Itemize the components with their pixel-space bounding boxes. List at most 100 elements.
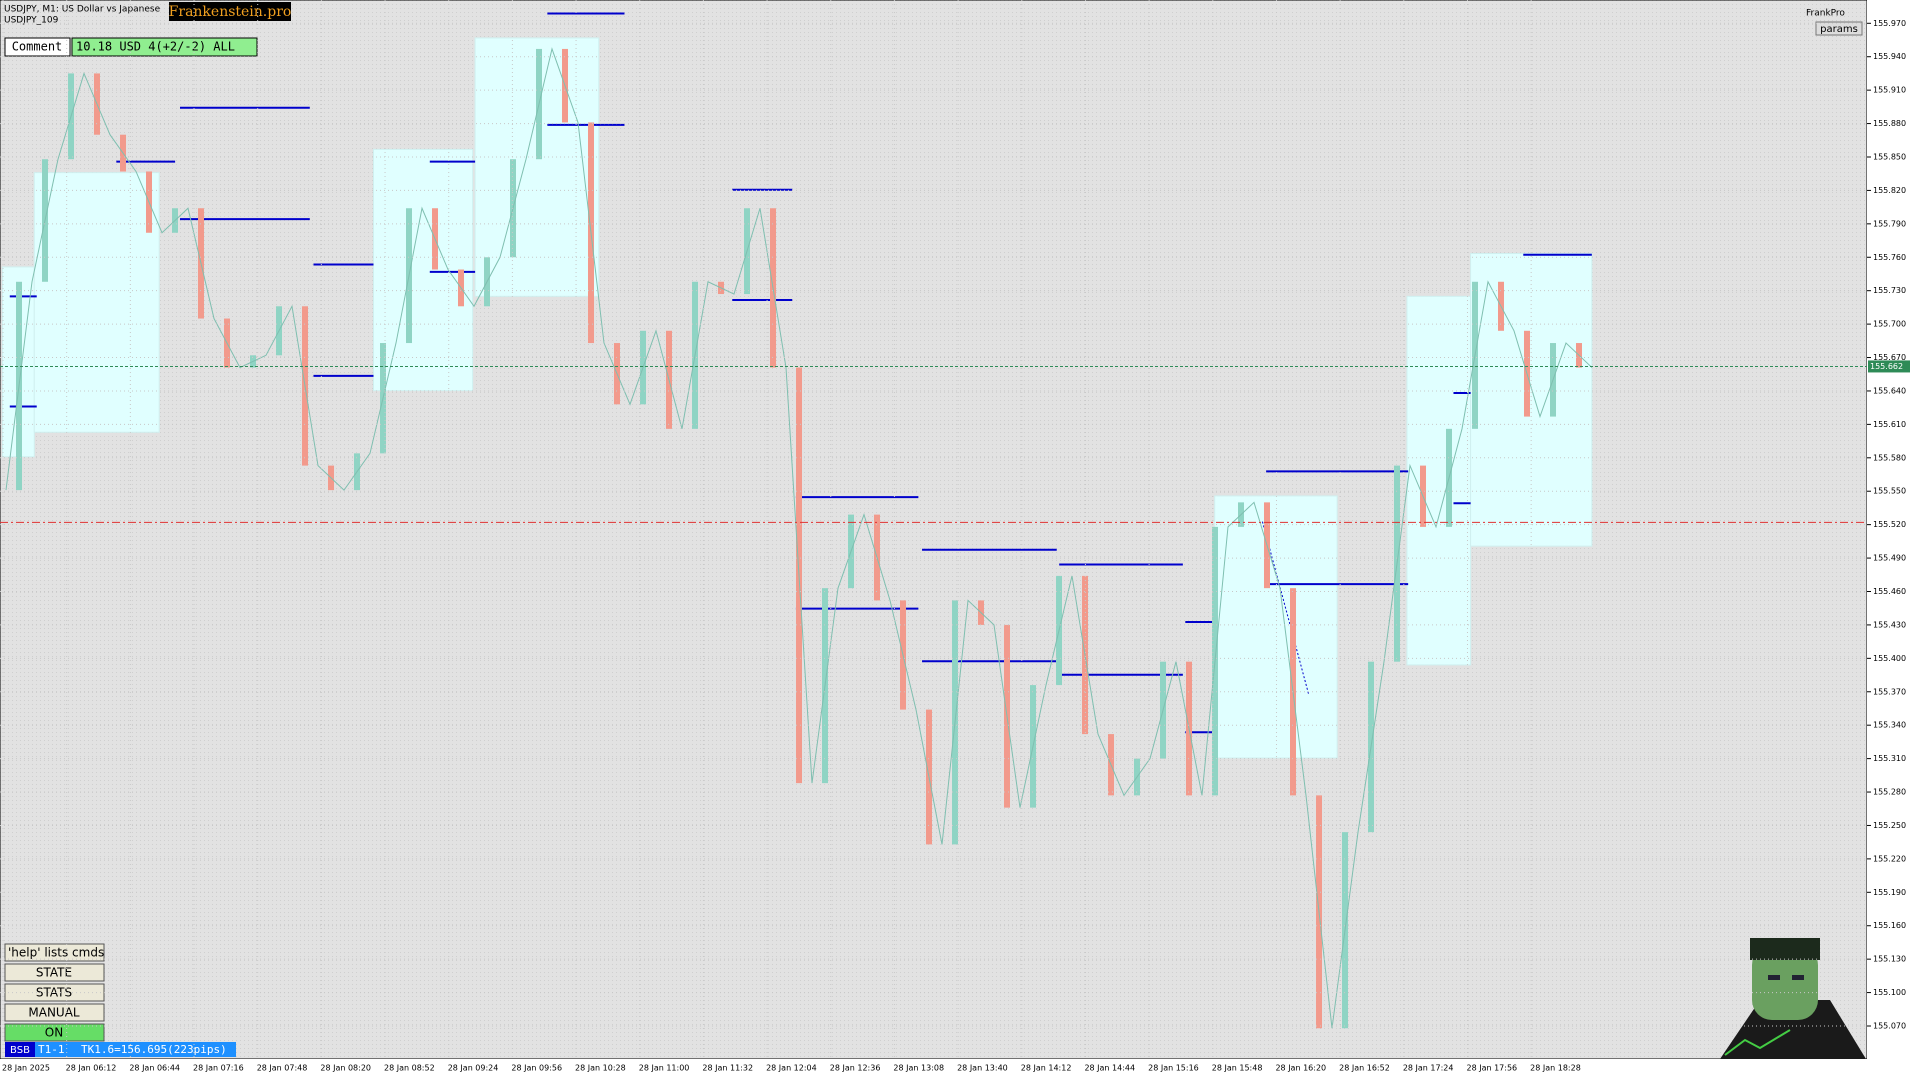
x-tick-label: 28 Jan 13:40 (957, 1064, 1008, 1073)
y-tick-label: 155.070 (1873, 1022, 1906, 1031)
mascot-eye (1792, 975, 1804, 980)
x-tick-label: 28 Jan 15:48 (1212, 1064, 1263, 1073)
y-tick-label: 155.220 (1873, 854, 1906, 863)
x-tick-label: 28 Jan 11:00 (639, 1064, 690, 1073)
range-box (372, 148, 474, 392)
button[interactable] (4, 943, 105, 962)
current-price-label: 155.662 (1870, 362, 1903, 371)
buttons: 'help' lists cmds STATE STATS MANUAL ON (4, 943, 105, 1042)
brand: FrankPro (1806, 9, 1845, 19)
account: USDJPY_109 (4, 16, 59, 26)
mascot-eye (1768, 975, 1780, 980)
status-trade: T1-1 (38, 1043, 65, 1056)
x-tick-label: 28 Jan 07:48 (257, 1064, 308, 1073)
status-tag: BSB (10, 1045, 30, 1056)
button[interactable] (4, 1003, 105, 1022)
y-tick-label: 155.880 (1873, 119, 1906, 128)
y-tick-label: 155.490 (1873, 554, 1906, 563)
x-tick-label: 28 Jan 2025 (2, 1064, 50, 1073)
button-label[interactable]: ON (45, 1026, 63, 1040)
x-tick-label: 28 Jan 12:36 (830, 1064, 881, 1073)
button[interactable] (4, 1023, 105, 1042)
current-price-tag (1868, 360, 1910, 373)
x-tick-label: 28 Jan 08:52 (384, 1064, 435, 1073)
params-button[interactable] (1815, 21, 1863, 36)
y-tick-label: 155.910 (1873, 86, 1906, 95)
y-tick-label: 155.610 (1873, 420, 1906, 429)
logo-box (169, 2, 291, 21)
y-tick-label: 155.820 (1873, 186, 1906, 195)
y-tick-label: 155.430 (1873, 620, 1906, 629)
y-tick-label: 155.550 (1873, 487, 1906, 496)
comment-label: Comment (12, 40, 63, 54)
levels (9, 12, 1592, 734)
price-line (5, 47, 1593, 1029)
status-tag-box (5, 1042, 35, 1057)
y-tick-label: 155.310 (1873, 754, 1906, 763)
y-tick-label: 155.280 (1873, 788, 1906, 797)
x-tick-label: 28 Jan 09:24 (448, 1064, 499, 1073)
comment-value-box (71, 37, 258, 57)
symbol: USDJPY, M1: US Dollar vs Japanese (4, 5, 161, 15)
range-boxes (1, 37, 1593, 759)
y-tick-label: 155.580 (1873, 453, 1906, 462)
x-tick-label: 28 Jan 07:16 (193, 1064, 244, 1073)
y-tick-label: 155.400 (1873, 654, 1906, 663)
x-tick-label: 28 Jan 09:56 (511, 1064, 562, 1073)
y-tick-label: 155.670 (1873, 353, 1906, 362)
button-label[interactable]: 'help' lists cmds (8, 946, 104, 960)
y-tick-label: 155.640 (1873, 386, 1906, 395)
mascot-face (1752, 945, 1818, 1020)
params-label[interactable]: params (1820, 24, 1858, 35)
button-label[interactable]: MANUAL (28, 1006, 80, 1020)
y-tick-label: 155.370 (1873, 687, 1906, 696)
mascot (1720, 938, 1866, 1059)
y-tick-label: 155.700 (1873, 320, 1906, 329)
y-tick-label: 155.520 (1873, 520, 1906, 529)
comment-value: 10.18 USD 4(+2/-2) ALL (76, 40, 235, 54)
x-tick-label: 28 Jan 08:20 (320, 1064, 371, 1073)
y-tick-label: 155.850 (1873, 152, 1906, 161)
x-tick-label: 28 Jan 12:04 (766, 1064, 817, 1073)
y-tick-label: 155.100 (1873, 988, 1906, 997)
y-tick-label: 155.340 (1873, 721, 1906, 730)
status-box (35, 1042, 236, 1057)
x-tick-label: 28 Jan 11:32 (702, 1064, 753, 1073)
comment-box (4, 37, 71, 57)
status-target: TK1.6=156.695(223pips) (81, 1043, 227, 1056)
trade-link (1261, 521, 1310, 696)
y-tick-label: 155.130 (1873, 955, 1906, 964)
y-tick-label: 155.460 (1873, 587, 1906, 596)
y-tick-label: 155.970 (1873, 19, 1906, 28)
x-tick-label: 28 Jan 15:16 (1148, 1064, 1199, 1073)
x-tick-label: 28 Jan 16:20 (1275, 1064, 1326, 1073)
price-axis-bg (1867, 0, 1920, 1080)
x-tick-label: 28 Jan 10:28 (575, 1064, 626, 1073)
button-label[interactable]: STATS (36, 986, 72, 1000)
y-tick-label: 155.940 (1873, 52, 1906, 61)
button-label[interactable]: STATE (36, 966, 72, 980)
x-tick-label: 28 Jan 17:24 (1403, 1064, 1454, 1073)
y-tick-label: 155.730 (1873, 286, 1906, 295)
x-tick-label: 28 Jan 16:52 (1339, 1064, 1390, 1073)
y-tick-label: 155.790 (1873, 219, 1906, 228)
logo: Frankenstein.pro (169, 4, 292, 20)
mascot-body (1720, 1000, 1866, 1059)
button[interactable] (4, 963, 105, 982)
range-box (33, 172, 160, 433)
mascot-spark (1724, 1029, 1791, 1056)
x-tick-label: 28 Jan 17:56 (1466, 1064, 1517, 1073)
y-tick-label: 155.250 (1873, 821, 1906, 830)
y-tick-label: 155.160 (1873, 921, 1906, 930)
y-tick-label: 155.760 (1873, 253, 1906, 262)
x-tick-label: 28 Jan 14:12 (1021, 1064, 1072, 1073)
time-axis-bg (0, 1059, 1867, 1080)
x-tick-label: 28 Jan 06:12 (66, 1064, 117, 1073)
x-tick-label: 28 Jan 18:28 (1530, 1064, 1581, 1073)
x-tick-label: 28 Jan 13:08 (893, 1064, 944, 1073)
y-tick-label: 155.190 (1873, 888, 1906, 897)
range-box (1214, 495, 1338, 759)
x-tick-label: 28 Jan 06:44 (129, 1064, 180, 1073)
